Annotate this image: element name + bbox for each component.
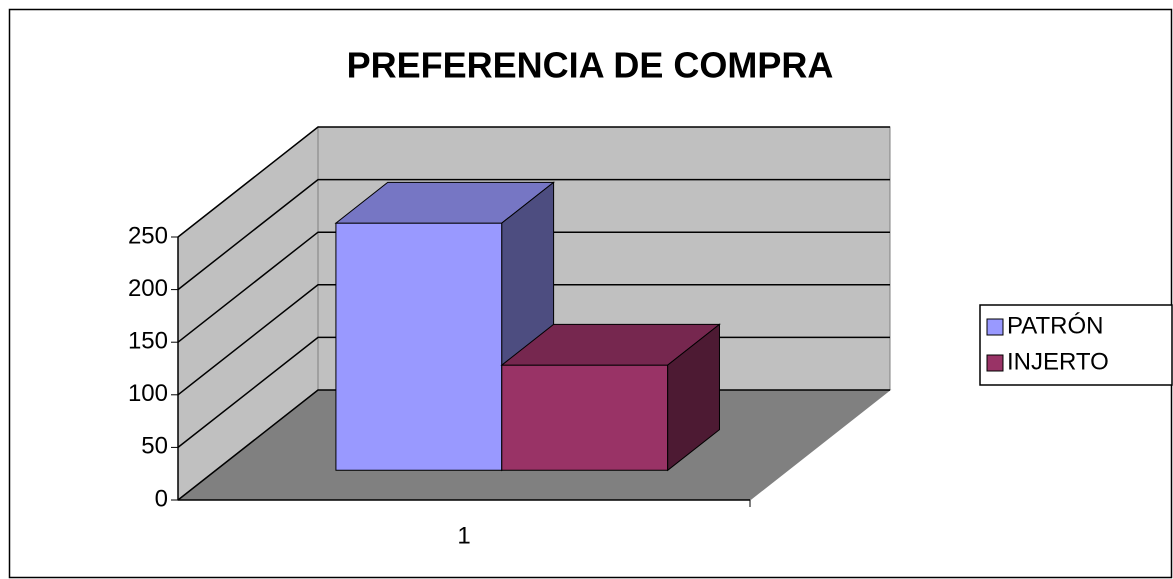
x-tick-label: 1 (457, 522, 470, 549)
legend-swatch (986, 318, 1004, 336)
grid-line (177, 178, 890, 291)
bar (500, 323, 721, 472)
chart-title: PREFERENCIA DE COMPRA (347, 45, 834, 86)
bar-front (335, 222, 503, 471)
y-tick-label: 100 (128, 380, 168, 407)
bar (334, 181, 556, 472)
grid-line (177, 284, 890, 396)
bar-side (667, 323, 720, 472)
legend-label: PATRÓN (1007, 312, 1103, 339)
y-tick-label: 50 (141, 433, 168, 460)
y-tick-label: 150 (128, 328, 168, 355)
y-tick-label: 250 (128, 222, 168, 249)
bar-front (501, 364, 669, 471)
legend-label: INJERTO (1007, 348, 1109, 375)
grid-line (177, 126, 890, 238)
legend-box (979, 304, 1173, 386)
grid-line (177, 231, 890, 343)
y-tick-label: 200 (128, 275, 168, 302)
legend-swatch (986, 354, 1004, 372)
y-tick-label: 0 (155, 485, 168, 512)
